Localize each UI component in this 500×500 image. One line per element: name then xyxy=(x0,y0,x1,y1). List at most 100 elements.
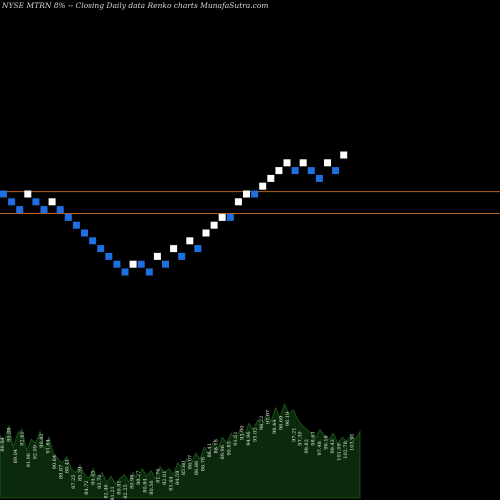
volume-label: 96.69 xyxy=(278,416,284,430)
renko-brick-down xyxy=(145,268,153,276)
renko-brick-up xyxy=(283,159,291,167)
renko-brick-down xyxy=(72,221,80,229)
renko-brick-down xyxy=(56,206,64,214)
renko-brick-down xyxy=(113,260,121,268)
renko-brick-down xyxy=(97,245,105,253)
renko-brick-down xyxy=(291,167,299,175)
renko-brick-down xyxy=(332,167,340,175)
volume-label: 83.70 xyxy=(97,475,103,489)
volume-label: 94.96 xyxy=(246,431,252,445)
renko-brick-down xyxy=(121,268,129,276)
volume-label: 82.61 xyxy=(162,471,168,485)
volume-label: 96.19 xyxy=(285,412,291,426)
volume-label: 99.18 xyxy=(324,435,330,449)
renko-brick-down xyxy=(194,245,202,253)
volume-label: 93.00 xyxy=(240,426,246,440)
renko-brick-down xyxy=(81,229,88,237)
volume-label: 87.25 xyxy=(71,475,77,489)
volume-label: 98.63 xyxy=(311,431,317,445)
renko-brick-up xyxy=(218,213,226,221)
renko-brick-down xyxy=(40,206,48,214)
renko-brick-down xyxy=(251,190,259,198)
renko-brick-up xyxy=(324,159,331,167)
volume-label: 81.21 xyxy=(110,486,116,500)
renko-brick-down xyxy=(16,206,24,214)
volume-label: 89.88 xyxy=(7,428,13,442)
volume-label: 80.27 xyxy=(136,471,142,485)
renko-brick-down xyxy=(32,198,40,206)
volume-label: 91.64 xyxy=(45,439,51,453)
chart-title: NYSE MTRN 8% -- Closing Daily data Renko… xyxy=(1,1,268,10)
renko-brick-up xyxy=(259,182,267,190)
volume-label: 86.78 xyxy=(201,457,207,471)
renko-bricks xyxy=(0,151,348,276)
renko-brick-up xyxy=(170,245,178,253)
volume-label: 96.22 xyxy=(259,416,265,430)
volume-label: 88.41 xyxy=(207,443,213,457)
volume-label: 97.30 xyxy=(298,431,304,445)
renko-brick-down xyxy=(64,213,72,221)
volume-label: 89.87 xyxy=(58,465,64,479)
renko-brick-up xyxy=(48,198,56,206)
renko-brick-down xyxy=(178,252,186,260)
renko-brick-up xyxy=(153,252,161,260)
volume-label: 81.76 xyxy=(155,469,161,483)
renko-brick-up xyxy=(243,190,250,198)
volume-label: 82.25 xyxy=(123,484,129,498)
volume-label: 97.48 xyxy=(317,441,323,455)
renko-brick-down xyxy=(105,252,113,260)
renko-brick-up xyxy=(186,237,194,245)
renko-brick-up xyxy=(275,167,283,175)
volume-label: 97.21 xyxy=(291,428,297,442)
volume-area xyxy=(0,402,361,499)
renko-brick-down xyxy=(307,167,315,175)
volume-label: 99.43 xyxy=(330,439,336,453)
renko-brick-down xyxy=(137,260,145,268)
renko-brick-down xyxy=(89,237,97,245)
volume-label: 98.44 xyxy=(272,420,278,434)
renko-brick-up xyxy=(202,229,210,237)
volume-label: 91.61 xyxy=(233,431,239,445)
renko-brick-up xyxy=(210,221,218,229)
volume-label: 80.56 xyxy=(149,480,155,494)
volume-label: 92.09 xyxy=(32,445,38,459)
renko-brick-up xyxy=(340,151,348,159)
renko-brick-up xyxy=(299,159,307,167)
renko-brick-up xyxy=(234,198,242,206)
volume-label: 85.80 xyxy=(181,461,187,475)
renko-brick-down xyxy=(226,213,234,221)
renko-brick-down xyxy=(0,190,7,198)
volume-label: 102.78 xyxy=(343,441,349,459)
volume-label: 90.84 xyxy=(52,455,58,469)
volume-label: 90.85 xyxy=(227,441,233,455)
volume-label: 80.81 xyxy=(117,480,123,494)
volume-label: 84.45 xyxy=(91,471,97,485)
volume-label: 80.84 xyxy=(142,478,148,492)
volume-label: 83.44 xyxy=(168,477,174,491)
renko-brick-down xyxy=(8,198,16,206)
volume-label: 88.41 xyxy=(65,459,71,473)
volume-label: 89.94 xyxy=(0,437,6,451)
volume-label: 92.61 xyxy=(19,431,25,445)
volume-label: 97.07 xyxy=(265,410,271,424)
renko-brick-up xyxy=(24,190,32,198)
volume-label: 85.39 xyxy=(78,467,84,481)
volume-label: 90.82 xyxy=(39,433,45,447)
volume-label: 95.02 xyxy=(252,428,258,442)
volume-label: 86.07 xyxy=(188,455,194,469)
volume-label: 89.04 xyxy=(13,449,19,463)
renko-brick-up xyxy=(129,260,137,268)
renko-brick-down xyxy=(315,174,323,182)
volume-label: 84.72 xyxy=(84,480,90,494)
volume-label: 89.96 xyxy=(220,445,226,459)
volume-label: 84.59 xyxy=(175,471,181,485)
volume-label: 101.08 xyxy=(337,443,343,461)
renko-brick-down xyxy=(162,260,169,268)
volume-label: 91.96 xyxy=(26,453,32,467)
volume-label: 80.98 xyxy=(130,475,136,489)
volume-label: 99.83 xyxy=(304,439,310,453)
volume-label: 103.91 xyxy=(350,433,356,451)
